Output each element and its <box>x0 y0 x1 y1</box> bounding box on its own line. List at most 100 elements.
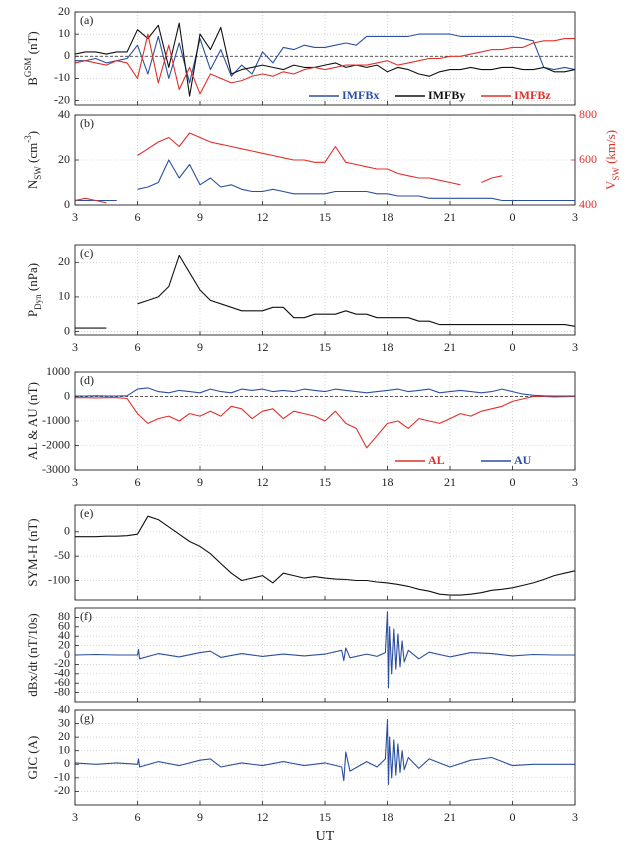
x-tick-label: 9 <box>197 475 203 489</box>
y2-tick-label: 400 <box>579 197 597 211</box>
y-tick-label: 60 <box>58 619 70 633</box>
legend-label: AU <box>514 453 532 467</box>
axis-label-part: V <box>603 180 618 190</box>
x-tick-label: 15 <box>319 810 331 824</box>
legend-label: AL <box>428 453 445 467</box>
x-tick-label: 21 <box>444 475 456 489</box>
y-tick-label: 40 <box>58 628 70 642</box>
y-tick-label: 20 <box>58 254 70 268</box>
y-tick-label: 0 <box>64 388 70 402</box>
panel-label: (e) <box>80 506 93 520</box>
y2-tick-label: 800 <box>579 107 597 121</box>
plot-frame <box>74 709 576 806</box>
y-tick-label: -2000 <box>42 437 70 451</box>
y-tick-label: 0 <box>64 647 70 661</box>
axis-label: NSW (cm-3) <box>23 131 43 189</box>
x-axis-label: UT <box>316 829 335 844</box>
legend-label: IMFBy <box>428 88 465 102</box>
axis-label-part: SW <box>611 167 621 181</box>
x-tick-label: 21 <box>444 340 456 354</box>
axis-label: VSW (km/s) <box>603 130 621 190</box>
x-tick-label: 12 <box>257 810 269 824</box>
axis-label-part: SYM-H (nT) <box>25 518 40 586</box>
x-tick-label: 3 <box>572 475 578 489</box>
plot-frame <box>74 371 576 471</box>
axis-label-part: Dyn <box>33 294 43 310</box>
axis-label-part: SW <box>33 166 43 180</box>
y2-tick-label: 600 <box>579 152 597 166</box>
series-line <box>74 22 576 97</box>
legend-label: IMFBz <box>514 88 551 102</box>
panel-label: (d) <box>80 373 94 387</box>
y-tick-label: -1000 <box>42 413 70 427</box>
series-line <box>75 387 575 397</box>
x-tick-label: 21 <box>444 810 456 824</box>
y-tick-label: -10 <box>54 70 70 84</box>
y-tick-label: -50 <box>54 548 70 562</box>
x-tick-label: 6 <box>135 340 141 354</box>
x-tick-label: 18 <box>382 210 394 224</box>
x-tick-label: 21 <box>444 210 456 224</box>
y-tick-label: 1000 <box>46 364 70 378</box>
y-tick-label: 20 <box>58 4 70 18</box>
series-line <box>74 132 503 204</box>
x-tick-label: 6 <box>135 210 141 224</box>
axis-label: SYM-H (nT) <box>25 518 40 586</box>
x-tick-label: 6 <box>135 810 141 824</box>
y-tick-label: -40 <box>54 666 70 680</box>
y-tick-label: -20 <box>54 783 70 797</box>
axis-label-part: GSM <box>23 58 33 78</box>
panel-label: (c) <box>80 246 93 260</box>
y-tick-label: 80 <box>58 609 70 623</box>
y-tick-label: 40 <box>58 107 70 121</box>
y-tick-label: -20 <box>54 656 70 670</box>
x-tick-label: 6 <box>135 475 141 489</box>
y-tick-label: 10 <box>58 289 70 303</box>
panel-label: (f) <box>80 609 92 623</box>
y-tick-label: 20 <box>58 152 70 166</box>
axis-label-part: (nT) <box>25 31 40 57</box>
x-tick-label: 9 <box>197 810 203 824</box>
series-line <box>75 254 576 329</box>
x-tick-label: 12 <box>257 340 269 354</box>
x-tick-label: 15 <box>319 210 331 224</box>
plot-frame <box>74 504 576 601</box>
series-line <box>75 515 576 596</box>
x-tick-label: 15 <box>319 340 331 354</box>
y-tick-label: 20 <box>58 637 70 651</box>
y-tick-label: -10 <box>54 770 70 784</box>
axis-label-part: ) <box>25 131 40 135</box>
y-tick-label: -20 <box>54 92 70 106</box>
series-line <box>74 33 575 95</box>
axis-label: GIC (A) <box>25 736 40 780</box>
x-tick-label: 3 <box>72 810 78 824</box>
axis-label-part: (nPa) <box>25 263 40 294</box>
axis-label-part: B <box>25 77 40 86</box>
series-line <box>75 33 576 84</box>
panel-label: (a) <box>80 13 93 27</box>
y-tick-label: 10 <box>58 742 70 756</box>
x-tick-label: 3 <box>572 210 578 224</box>
y-tick-label: 30 <box>58 715 70 729</box>
axis-label-part: P <box>25 310 40 317</box>
series-line <box>75 395 576 449</box>
axis-label-part: dBx/dt (nT/10s) <box>25 613 40 696</box>
x-tick-label: 15 <box>319 475 331 489</box>
x-tick-label: 9 <box>197 210 203 224</box>
x-tick-label: 3 <box>72 475 78 489</box>
x-tick-label: 0 <box>510 810 516 824</box>
y-tick-label: -100 <box>48 572 70 586</box>
x-tick-label: 3 <box>572 340 578 354</box>
y-tick-label: 0 <box>64 48 70 62</box>
y-tick-label: 0 <box>64 524 70 538</box>
plot-frame <box>74 114 576 206</box>
series-line <box>74 611 575 689</box>
axis-label: dBx/dt (nT/10s) <box>25 613 40 696</box>
x-tick-label: 0 <box>510 210 516 224</box>
y-tick-label: -60 <box>54 675 70 689</box>
x-tick-label: 18 <box>382 475 394 489</box>
x-tick-label: 3 <box>72 340 78 354</box>
axis-label-part: GIC (A) <box>25 736 40 780</box>
y-tick-label: 20 <box>58 729 70 743</box>
